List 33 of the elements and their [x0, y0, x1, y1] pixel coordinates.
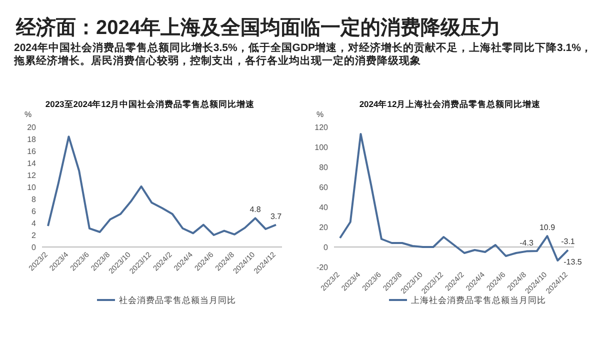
data-label: -3.1 — [561, 237, 576, 246]
y-tick-label: 10 — [27, 183, 37, 192]
data-label: 10.9 — [539, 223, 556, 232]
y-tick-label: 20 — [319, 223, 329, 232]
y-tick-label: 2 — [32, 231, 37, 240]
y-axis-title: % — [24, 110, 32, 119]
y-tick-label: 6 — [32, 207, 37, 216]
legend-label: 上海社会消费品零售总额当月同比 — [411, 295, 546, 305]
y-tick-label: 60 — [319, 183, 329, 192]
y-tick-label: 80 — [319, 163, 329, 172]
y-tick-label: 20 — [27, 123, 37, 132]
data-label: -4.3 — [520, 238, 534, 248]
chart-title: 2023至2024年12月中国社会消费品零售总额同比增速 — [45, 99, 256, 109]
text: 2024年中国社会消费品零售总额同比增长3.5%，低于全国GDP增速，对经济增长的贡献不足，上海社零同比下降3.1%，拖累经济增长。居民消费信心较弱，控制支出，各行各业均出现一定的消费降级现象 — [14, 42, 593, 68]
chart-title: 2024年12月上海社会消费品零售总额同比增速 — [359, 99, 542, 109]
legend-label: 社会消费品零售总额当月同比 — [119, 295, 236, 305]
y-tick-label: 0 — [32, 243, 37, 252]
y-tick-label: 120 — [314, 123, 329, 132]
text: 经济面：2024年上海及全国均面临一定的消费降级压力 — [15, 16, 500, 39]
y-tick-label: 0 — [324, 243, 329, 252]
y-axis-title: % — [316, 110, 324, 119]
y-tick-label: 16 — [27, 147, 37, 156]
data-label: -13.5 — [564, 258, 582, 266]
data-label: 3.7 — [270, 212, 282, 221]
y-tick-label: 100 — [314, 143, 329, 152]
y-tick-label: 14 — [27, 159, 37, 168]
data-label: 4.8 — [250, 205, 262, 214]
y-tick-label: -20 — [316, 263, 329, 272]
y-tick-label: 18 — [27, 135, 37, 144]
y-tick-label: 8 — [32, 195, 37, 204]
y-tick-label: 12 — [27, 171, 37, 180]
y-tick-label: 40 — [319, 203, 329, 212]
y-tick-label: 4 — [32, 219, 37, 228]
